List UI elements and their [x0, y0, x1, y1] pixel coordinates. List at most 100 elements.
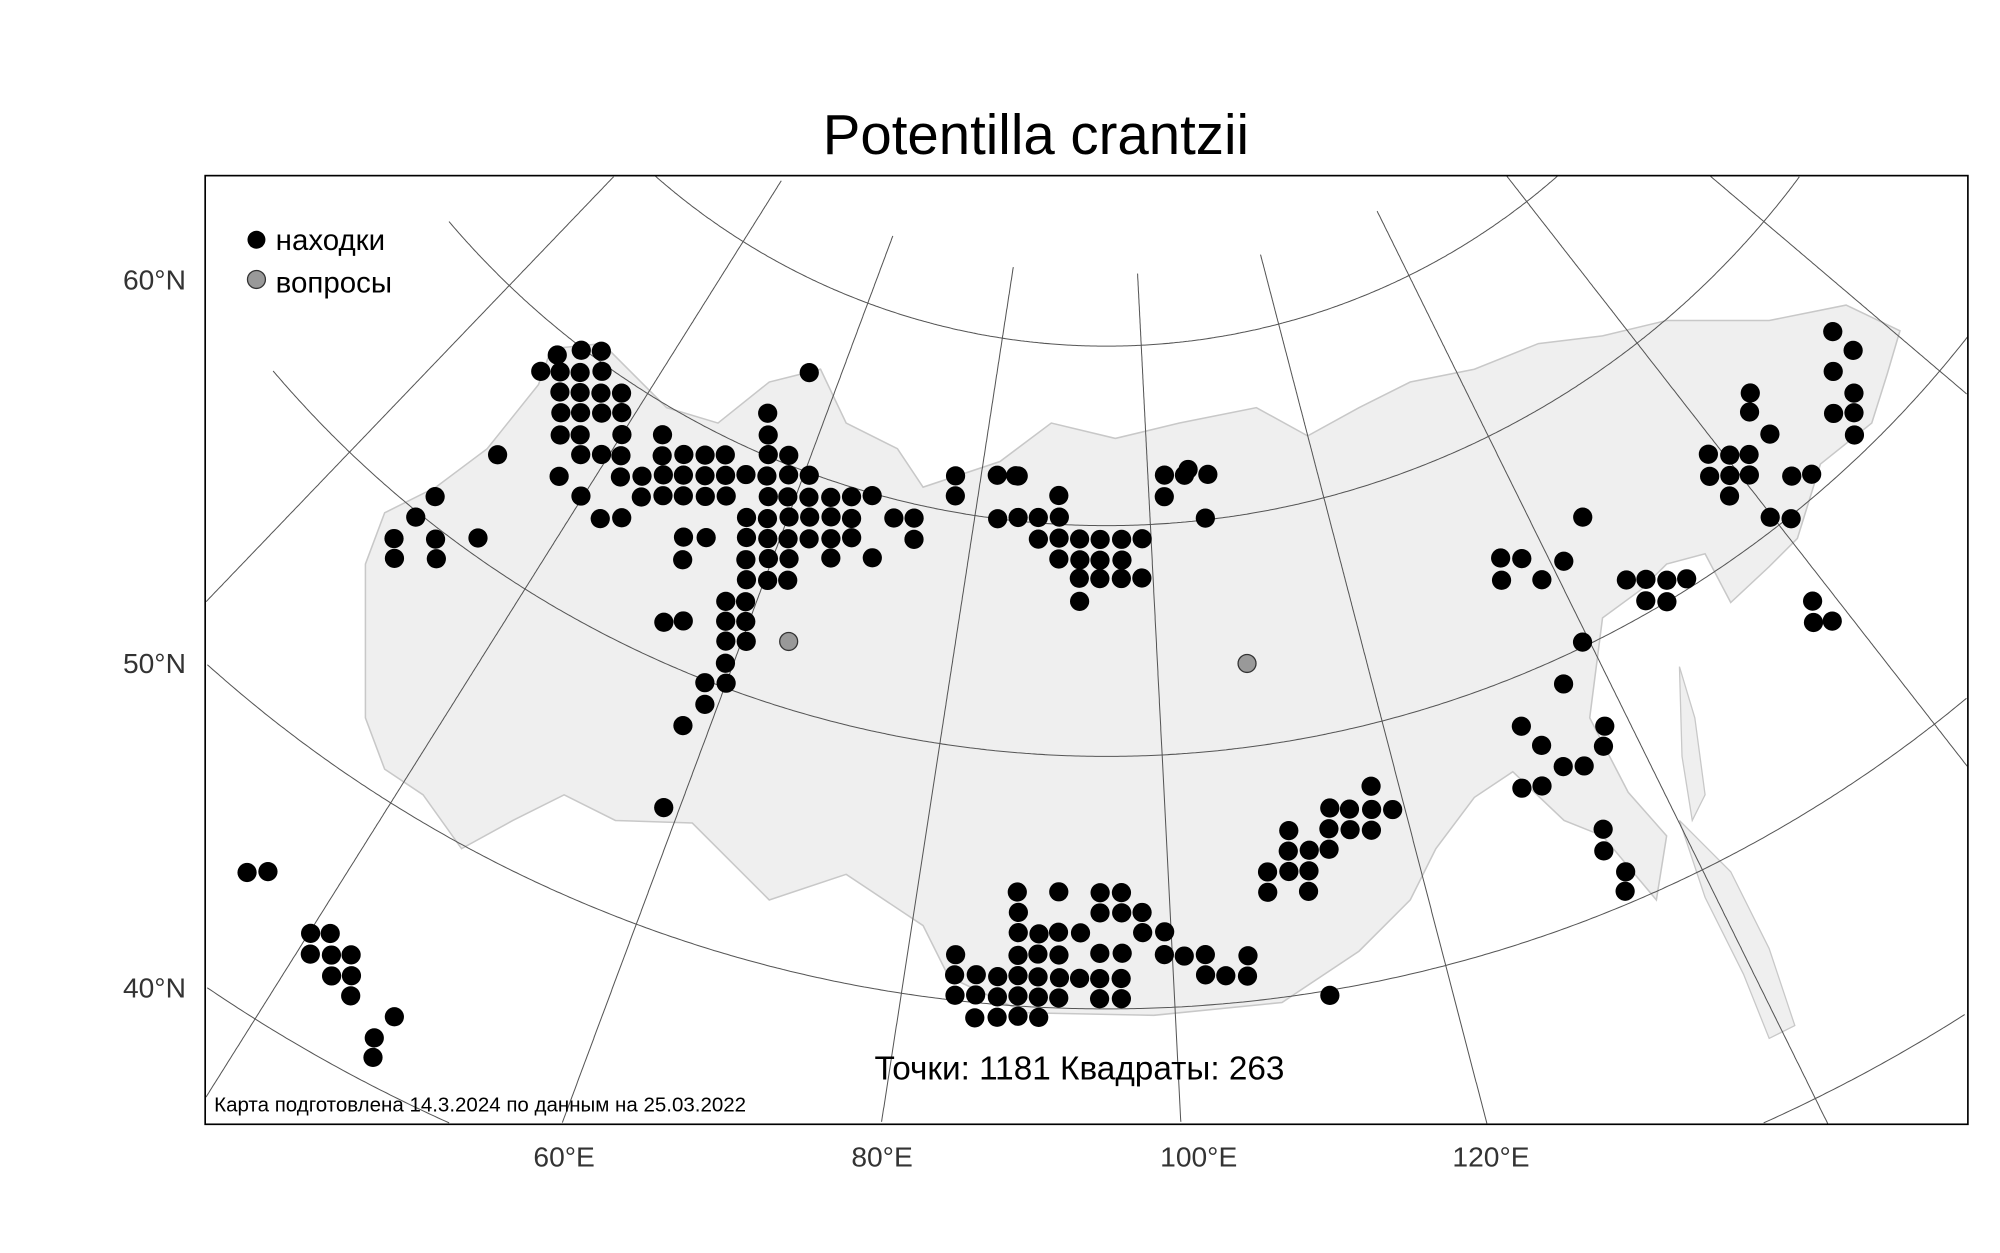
found-point — [758, 486, 778, 507]
found-point — [715, 653, 736, 673]
found-point — [1195, 945, 1215, 965]
found-point — [1048, 922, 1069, 942]
found-point — [758, 425, 778, 445]
found-point — [821, 507, 841, 527]
meridian-140e — [1376, 210, 1829, 1124]
found-point — [531, 361, 551, 381]
found-point — [1028, 944, 1048, 964]
found-point — [1511, 716, 1531, 736]
found-point — [1008, 902, 1028, 922]
found-point — [550, 362, 570, 382]
found-point — [384, 1007, 404, 1027]
found-point — [945, 486, 965, 506]
found-point — [1340, 820, 1360, 840]
found-point — [800, 507, 820, 527]
found-point — [1069, 591, 1090, 611]
found-point — [1111, 883, 1132, 903]
found-point — [1111, 529, 1132, 549]
found-point — [696, 527, 716, 548]
found-point — [1320, 798, 1340, 818]
found-point — [1049, 882, 1069, 902]
found-point — [1781, 509, 1801, 529]
found-point — [736, 464, 756, 485]
found-point — [652, 446, 672, 466]
found-point — [1844, 403, 1864, 423]
found-point — [1531, 735, 1552, 756]
found-point — [1090, 550, 1110, 570]
found-point — [736, 550, 756, 570]
found-point — [1090, 569, 1110, 589]
found-point — [1070, 923, 1091, 943]
found-point — [1595, 716, 1615, 736]
found-point — [1008, 966, 1028, 986]
found-point — [1319, 839, 1339, 859]
found-point — [1739, 465, 1759, 485]
legend-question-label: вопросы — [276, 266, 392, 299]
found-point — [1257, 862, 1278, 882]
found-point — [1361, 776, 1381, 796]
found-point — [884, 508, 904, 528]
found-point — [1049, 988, 1069, 1008]
found-point — [1698, 444, 1718, 464]
found-point — [1008, 466, 1028, 486]
found-point — [674, 444, 694, 465]
parallel-50n — [207, 664, 1967, 1010]
found-point — [673, 611, 693, 631]
found-point — [695, 486, 715, 507]
found-point — [1491, 548, 1511, 568]
found-point — [590, 509, 610, 529]
found-point — [946, 945, 966, 965]
lat-label-50: 50°N — [123, 647, 186, 679]
found-point — [406, 507, 426, 527]
found-point — [1554, 551, 1574, 571]
found-point — [301, 923, 321, 943]
found-point — [653, 486, 673, 506]
found-point — [571, 486, 591, 506]
found-point — [591, 444, 612, 465]
found-point — [1572, 632, 1593, 652]
found-point — [944, 965, 965, 985]
meridian-120e — [1260, 254, 1488, 1124]
lon-label-100: 100°E — [1160, 1141, 1237, 1173]
found-point — [1069, 568, 1089, 588]
found-point — [1258, 882, 1278, 902]
found-point — [612, 402, 632, 423]
found-point — [1198, 464, 1218, 485]
found-point — [300, 944, 320, 964]
found-point — [842, 528, 862, 548]
found-point — [945, 985, 965, 1005]
found-point — [716, 673, 736, 693]
map-title: Potentilla crantzii — [823, 103, 1249, 166]
found-point — [799, 465, 819, 485]
found-point — [988, 509, 1008, 529]
found-point — [571, 445, 591, 465]
found-point — [1008, 945, 1028, 965]
found-point — [549, 466, 569, 486]
found-point — [341, 986, 361, 1006]
found-point — [1657, 592, 1677, 612]
found-point — [778, 465, 799, 485]
found-point — [1238, 946, 1258, 966]
lat-label-60: 60°N — [123, 264, 186, 296]
found-point — [778, 570, 798, 590]
found-point — [987, 465, 1007, 485]
found-point — [1593, 736, 1614, 756]
found-point — [321, 945, 342, 965]
legend-found-marker — [247, 230, 266, 249]
found-point — [1132, 902, 1152, 923]
found-point — [1299, 840, 1319, 860]
found-point — [1195, 508, 1215, 528]
found-point — [841, 508, 862, 529]
found-point — [799, 529, 819, 549]
lat-label-40: 40°N — [123, 971, 186, 1003]
found-point — [1802, 464, 1822, 484]
found-point — [1279, 820, 1299, 841]
found-point — [673, 527, 694, 547]
found-point — [1049, 549, 1069, 569]
found-point — [1512, 778, 1532, 798]
found-point — [653, 465, 673, 485]
found-point — [1174, 946, 1194, 966]
question-point — [779, 631, 799, 652]
found-point — [988, 967, 1008, 987]
found-point — [1028, 987, 1048, 1007]
